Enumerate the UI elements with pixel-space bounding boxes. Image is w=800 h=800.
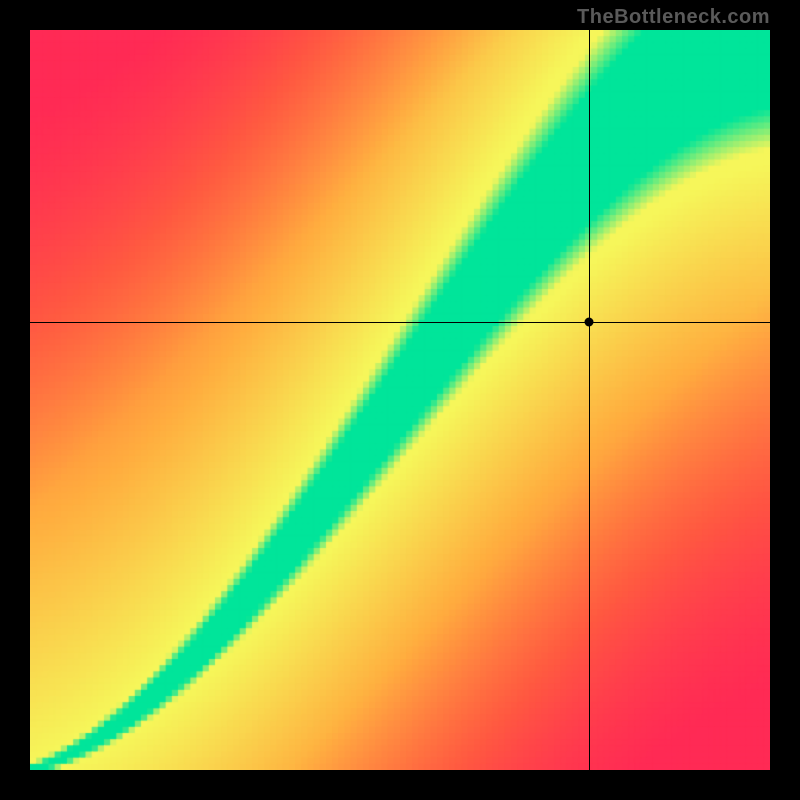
crosshair-horizontal xyxy=(30,322,770,323)
plot-area xyxy=(30,30,770,770)
crosshair-vertical xyxy=(589,30,590,770)
selection-marker-dot xyxy=(584,318,593,327)
bottleneck-heatmap xyxy=(30,30,770,770)
watermark-text: TheBottleneck.com xyxy=(577,6,770,29)
